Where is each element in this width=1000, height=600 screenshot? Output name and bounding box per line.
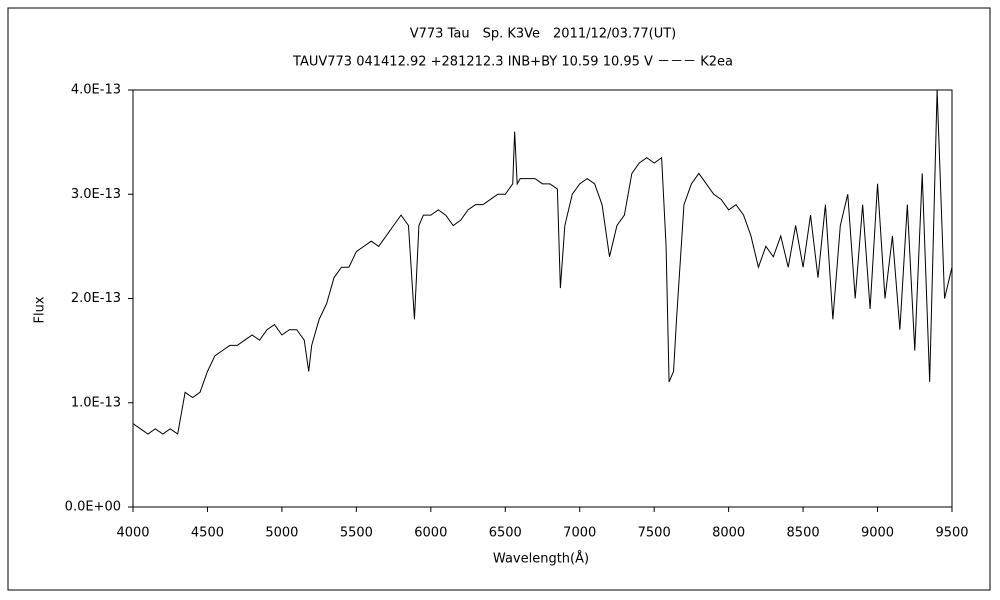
x-tick-label: 8000	[712, 526, 745, 541]
y-tick-label: 4.0E-13	[71, 83, 121, 98]
spectrum-line	[132, 89, 953, 435]
x-tick-label: 7500	[638, 526, 671, 541]
y-tick-label: 0.0E+00	[65, 500, 121, 515]
chart-subtitle: TAUV773 041412.92 +281212.3 INB+BY 10.59…	[292, 55, 733, 70]
x-tick-label: 5000	[265, 526, 298, 541]
y-axis-label: Flux	[33, 296, 48, 323]
x-tick-label: 9500	[935, 526, 968, 541]
plot-frame	[132, 89, 953, 508]
x-tick-label: 7000	[563, 526, 596, 541]
y-tick-label: 3.0E-13	[71, 187, 121, 202]
chart-frame	[7, 7, 991, 591]
x-tick-label: 5500	[340, 526, 373, 541]
x-tick-label: 8500	[787, 526, 820, 541]
x-tick-label: 6000	[414, 526, 447, 541]
x-tick-label: 4000	[116, 526, 149, 541]
x-tick-label: 6500	[489, 526, 522, 541]
x-axis-label: Wavelength(Å)	[493, 551, 589, 567]
y-tick-label: 2.0E-13	[71, 291, 121, 306]
y-tick-label: 1.0E-13	[71, 395, 121, 410]
x-tick-label: 4500	[191, 526, 224, 541]
chart-title: V773 Tau Sp. K3Ve 2011/12/03.77(UT)	[410, 27, 676, 42]
x-tick-label: 9000	[861, 526, 894, 541]
